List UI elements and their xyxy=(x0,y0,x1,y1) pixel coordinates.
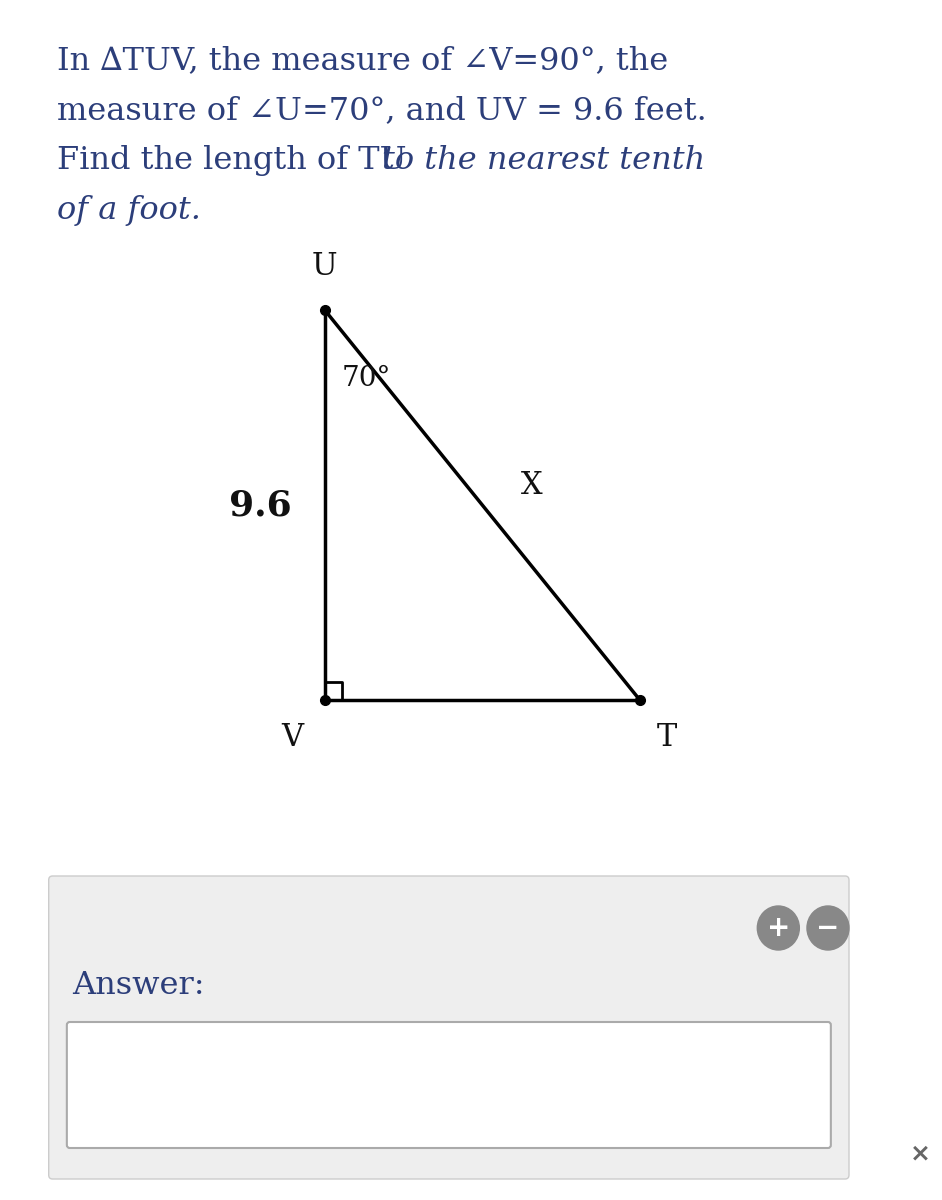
Text: +: + xyxy=(767,914,790,942)
Text: to the nearest tenth: to the nearest tenth xyxy=(382,145,706,176)
FancyBboxPatch shape xyxy=(49,876,849,1178)
Text: 9.6: 9.6 xyxy=(229,488,291,522)
Text: of a foot.: of a foot. xyxy=(57,194,202,226)
Text: T: T xyxy=(657,722,677,754)
FancyBboxPatch shape xyxy=(67,1022,831,1148)
Circle shape xyxy=(757,906,800,950)
Text: −: − xyxy=(817,914,839,942)
Text: 70°: 70° xyxy=(342,365,391,392)
Circle shape xyxy=(807,906,849,950)
Text: In ∆TUV, the measure of ∠V=90°, the: In ∆TUV, the measure of ∠V=90°, the xyxy=(57,44,669,76)
Text: X: X xyxy=(521,469,542,500)
Text: Find the length of TU: Find the length of TU xyxy=(57,145,417,176)
Text: U: U xyxy=(312,251,337,282)
Text: ×: × xyxy=(910,1141,931,1165)
Text: Answer:: Answer: xyxy=(72,970,204,1001)
Text: measure of ∠U=70°, and UV = 9.6 feet.: measure of ∠U=70°, and UV = 9.6 feet. xyxy=(57,95,707,126)
Text: V: V xyxy=(282,722,303,754)
